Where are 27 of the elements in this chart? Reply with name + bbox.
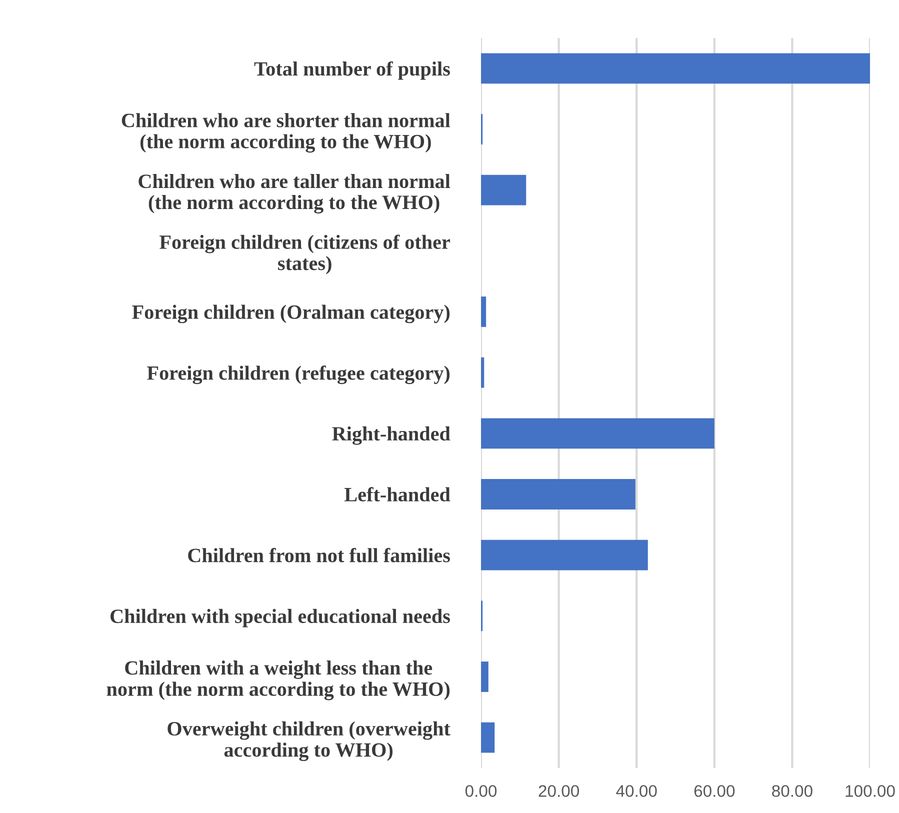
y-tick-label: Overweight children (overweight according to WHO): [168, 721, 450, 762]
y-tick-label: Children with a weight less than the norm (the norm according to the WHO): [106, 660, 450, 700]
bar: [481, 662, 488, 692]
y-tick-label: Children from not full families: [188, 548, 450, 562]
y-tick-label: Foreign children (citizens of other states): [160, 234, 450, 274]
x-tick-label: 80.00: [772, 785, 812, 797]
y-tick-label: Children who are shorter than normal (the norm according to the WHO): [122, 113, 450, 153]
y-tick-label: Foreign children (Oralman category): [132, 304, 450, 324]
y-tick-label: Children who are taller than normal (the norm according to the WHO): [138, 174, 450, 214]
bar: [481, 722, 495, 753]
y-tick-label: Children with special educational needs: [110, 608, 450, 628]
x-tick-label: 100.00: [846, 785, 895, 797]
x-tick-label: 20.00: [538, 785, 580, 797]
bar: [481, 296, 486, 327]
bar: [481, 357, 484, 388]
bar: [481, 174, 526, 206]
y-tick-label: Foreign children (refugee category): [147, 365, 450, 384]
x-tick-label: 0.00: [465, 785, 497, 797]
bar: [481, 540, 648, 570]
x-tick-label: 60.00: [694, 785, 735, 797]
x-tick-label: 40.00: [616, 785, 657, 797]
bar: [481, 479, 636, 510]
y-tick-label: Left-handed: [344, 487, 450, 502]
bar: [481, 53, 870, 84]
y-tick-label: Right-handed: [332, 426, 450, 445]
y-tick-label: Total number of pupils: [254, 61, 450, 80]
bar: [481, 418, 714, 449]
